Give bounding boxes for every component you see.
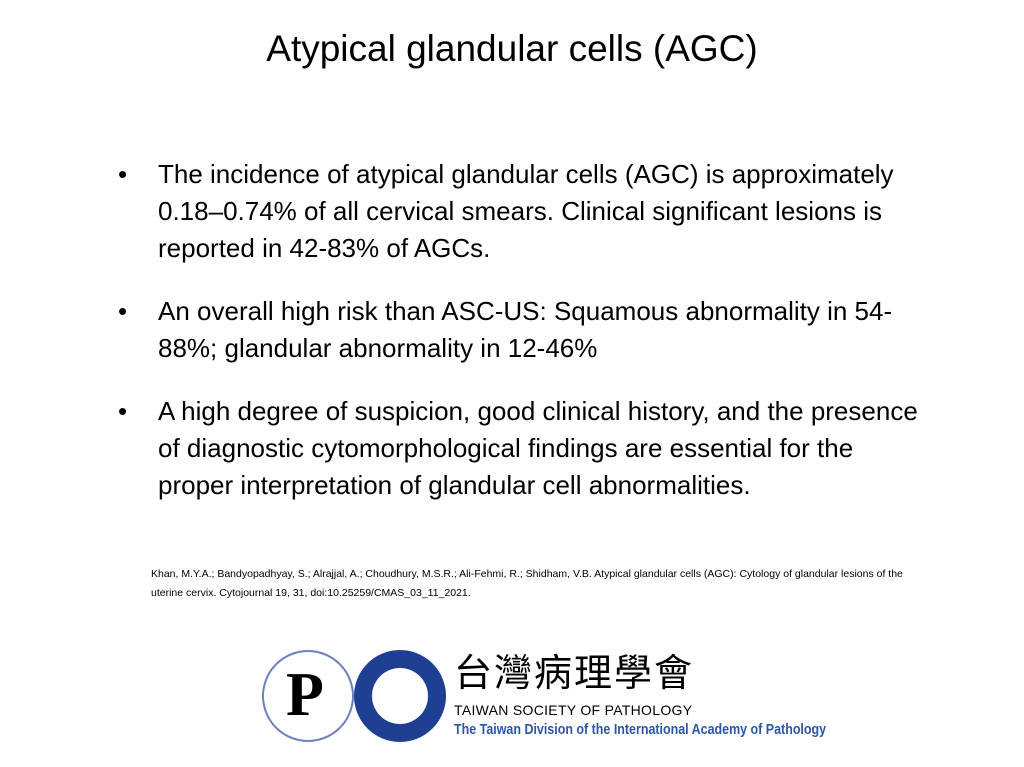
bullet-icon: • <box>118 159 128 189</box>
bullet-list: • The incidence of atypical glandular cel… <box>118 156 918 530</box>
bullet-item: • The incidence of atypical glandular cel… <box>118 156 918 267</box>
bullet-item: • An overall high risk than ASC-US: Squam… <box>118 293 918 367</box>
brand-text: 台灣病理學會 TAIWAN SOCIETY OF PATHOLOGY The T… <box>454 650 887 738</box>
bullet-icon: • <box>118 296 128 326</box>
iap-seal-logo <box>354 650 446 742</box>
slide-title: Atypical glandular cells (AGC) <box>266 28 758 69</box>
brand-english: TAIWAN SOCIETY OF PATHOLOGY <box>454 702 693 718</box>
microscope-icon <box>372 668 428 724</box>
brand-chinese: 台灣病理學會 <box>454 653 695 695</box>
bullet-item: • A high degree of suspicion, good clinic… <box>118 393 918 504</box>
brand-subtitle: The Taiwan Division of the International… <box>454 722 827 738</box>
bullet-icon: • <box>118 396 128 426</box>
taiwan-society-seal-logo: P <box>262 650 354 742</box>
footer-logos: P 台灣病理學會 TAIWAN SOCIETY OF PATHOLOGY The… <box>258 650 826 750</box>
citation: Khan, M.Y.A.; Bandyopadhyay, S.; Alrajja… <box>151 568 903 599</box>
